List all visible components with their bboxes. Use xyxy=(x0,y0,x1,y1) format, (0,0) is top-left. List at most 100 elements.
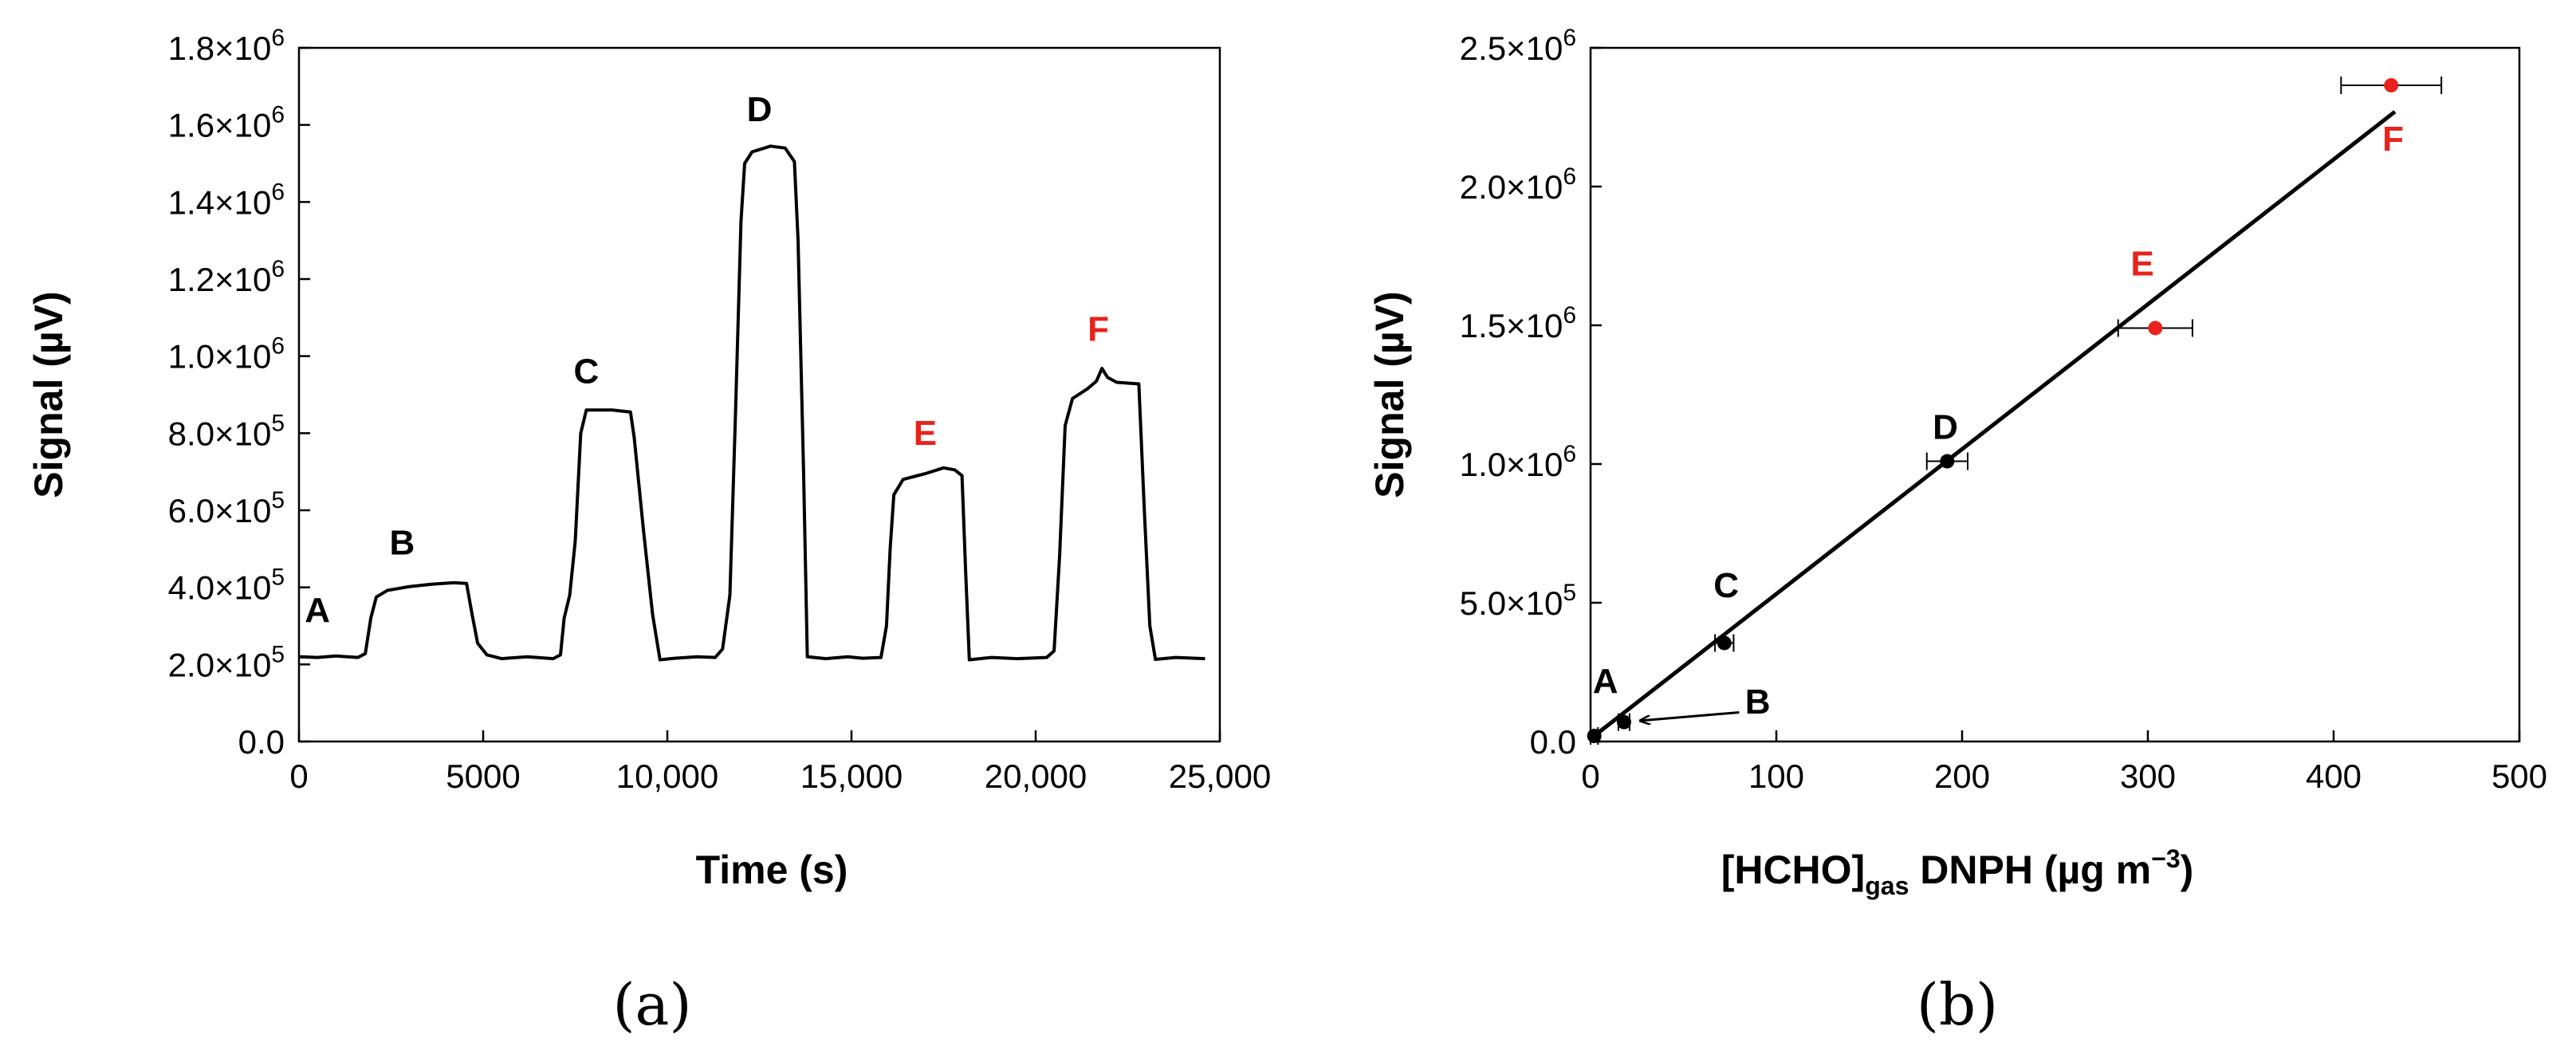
x-tick-label: 0 xyxy=(1581,757,1599,795)
chart-b-annotations: A B C D E F xyxy=(1593,120,2404,722)
annotation-d: D xyxy=(747,90,773,129)
y-tick-exponent: 6 xyxy=(271,102,285,128)
annotation-e: E xyxy=(914,414,937,453)
y-tick-mantissa: 1.0×10 xyxy=(1460,446,1563,483)
chart-a-panel-label: (a) xyxy=(612,971,691,1038)
chart-b-y-axis-title: Signal (µV) xyxy=(1367,291,1412,498)
x-tick-label: 0 xyxy=(289,757,308,795)
y-tick-label: 1.4×106 xyxy=(168,179,285,221)
chart-a-y-axis: 0.02.0×1054.0×1056.0×1058.0×1051.0×1061.… xyxy=(168,25,310,761)
chart-b-x-axis-title: [HCHO]gas DNPH (µg m−3) xyxy=(1721,844,2194,900)
y-tick-label: 1.6×106 xyxy=(168,102,285,144)
y-tick-mantissa: 2.0×10 xyxy=(1460,168,1563,206)
y-tick-exponent: 6 xyxy=(1563,163,1576,190)
chart-b-arrow xyxy=(1641,710,1740,720)
x-tick-label: 400 xyxy=(2306,757,2362,795)
chart-b-x-axis-title-sup: −3 xyxy=(2151,844,2180,873)
y-tick-exponent: 6 xyxy=(271,179,285,205)
y-tick-exponent: 6 xyxy=(1563,302,1576,328)
y-tick-mantissa: 1.6×10 xyxy=(168,107,272,144)
y-tick-mantissa: 1.5×10 xyxy=(1460,307,1563,344)
point-marker xyxy=(2384,77,2399,92)
chart-a: 0.02.0×1054.0×1056.0×1058.0×1051.0×1061.… xyxy=(26,25,1271,1038)
y-tick-mantissa: 1.8×10 xyxy=(168,30,272,67)
y-tick-mantissa: 0.0 xyxy=(238,723,285,761)
chart-b-x-axis-title-after: DNPH (µg m xyxy=(1909,848,2151,892)
data-point-d xyxy=(1925,452,1968,470)
y-tick-label: 6.0×105 xyxy=(168,487,285,529)
y-tick-exponent: 5 xyxy=(271,564,285,591)
point-marker xyxy=(1616,714,1631,730)
x-tick-label: 25,000 xyxy=(1169,757,1271,795)
y-tick-label: 1.0×106 xyxy=(1460,441,1576,483)
x-tick-label: 5000 xyxy=(446,757,520,795)
annotation-b: B xyxy=(389,524,415,563)
chart-b-plot-frame xyxy=(1589,46,2521,743)
y-tick-label: 4.0×105 xyxy=(168,564,285,607)
chart-a-signal-trace xyxy=(298,144,1205,662)
chart-b-x-axis: 0 100 200 300 400 500 xyxy=(1581,730,2547,795)
y-tick-exponent: 5 xyxy=(271,410,285,436)
annotation-d: D xyxy=(1933,408,1958,447)
y-tick-mantissa: 1.4×10 xyxy=(168,183,272,221)
data-point-a xyxy=(1587,727,1602,745)
y-tick-exponent: 6 xyxy=(1563,441,1576,467)
y-tick-label: 0.0 xyxy=(1530,723,1576,761)
y-tick-label: 8.0×105 xyxy=(168,410,285,452)
y-tick-mantissa: 8.0×10 xyxy=(168,415,272,452)
chart-a-y-axis-title: Signal (µV) xyxy=(26,291,71,498)
y-tick-mantissa: 4.0×10 xyxy=(168,569,272,607)
annotation-c: C xyxy=(1713,566,1739,605)
x-tick-label: 20,000 xyxy=(985,757,1087,795)
y-tick-exponent: 6 xyxy=(1563,25,1576,51)
y-tick-exponent: 5 xyxy=(1563,580,1576,606)
x-tick-label: 300 xyxy=(2120,757,2176,795)
chart-b-panel-label: (b) xyxy=(1917,971,1998,1038)
point-marker xyxy=(1587,729,1602,744)
chart-b-x-axis-title-sub: gas xyxy=(1865,871,1909,900)
y-tick-exponent: 5 xyxy=(271,641,285,667)
annotation-f: F xyxy=(2382,120,2404,159)
x-tick-label: 15,000 xyxy=(800,757,903,795)
y-tick-label: 2.0×106 xyxy=(1460,163,1576,206)
y-tick-mantissa: 1.0×10 xyxy=(168,338,272,376)
y-tick-label: 2.0×105 xyxy=(168,641,285,683)
annotation-c: C xyxy=(573,352,599,391)
annotation-f: F xyxy=(1087,309,1109,348)
y-tick-exponent: 6 xyxy=(271,333,285,360)
annotation-a: A xyxy=(305,591,330,630)
chart-a-x-axis-title: Time (s) xyxy=(696,848,848,892)
y-tick-label: 1.0×106 xyxy=(168,333,285,376)
chart-b-x-axis-title-main: [HCHO] xyxy=(1721,848,1866,892)
y-tick-label: 5.0×105 xyxy=(1460,580,1576,622)
y-tick-mantissa: 2.0×10 xyxy=(168,646,272,683)
y-tick-mantissa: 0.0 xyxy=(1530,723,1576,761)
y-tick-exponent: 5 xyxy=(271,487,285,513)
y-tick-label: 1.5×106 xyxy=(1460,302,1576,344)
data-point-c xyxy=(1714,634,1735,652)
y-tick-mantissa: 2.5×10 xyxy=(1460,30,1563,67)
point-marker xyxy=(1940,454,1955,469)
y-tick-label: 0.0 xyxy=(238,723,285,761)
x-tick-label: 200 xyxy=(1934,757,1990,795)
chart-b-data-points xyxy=(1587,76,2443,745)
y-tick-label: 2.5×106 xyxy=(1460,25,1576,67)
annotation-a: A xyxy=(1593,662,1618,701)
y-tick-exponent: 6 xyxy=(271,256,285,282)
y-tick-exponent: 6 xyxy=(271,25,285,51)
x-tick-label: 100 xyxy=(1748,757,1804,795)
point-marker xyxy=(2148,321,2163,336)
x-tick-label: 10,000 xyxy=(616,757,718,795)
chart-b-x-axis-title-close: ) xyxy=(2181,848,2194,892)
chart-a-x-axis: 0 5000 10,000 15,000 20,000 25,000 xyxy=(289,730,1271,795)
chart-a-annotations: A B C D E F xyxy=(305,90,1109,630)
chart-b-fit-line xyxy=(1591,110,2397,739)
y-tick-label: 1.2×106 xyxy=(168,256,285,298)
annotation-b: B xyxy=(1745,682,1771,722)
annotation-e: E xyxy=(2130,244,2153,283)
data-point-b xyxy=(1616,713,1631,731)
data-point-f xyxy=(2340,76,2443,94)
